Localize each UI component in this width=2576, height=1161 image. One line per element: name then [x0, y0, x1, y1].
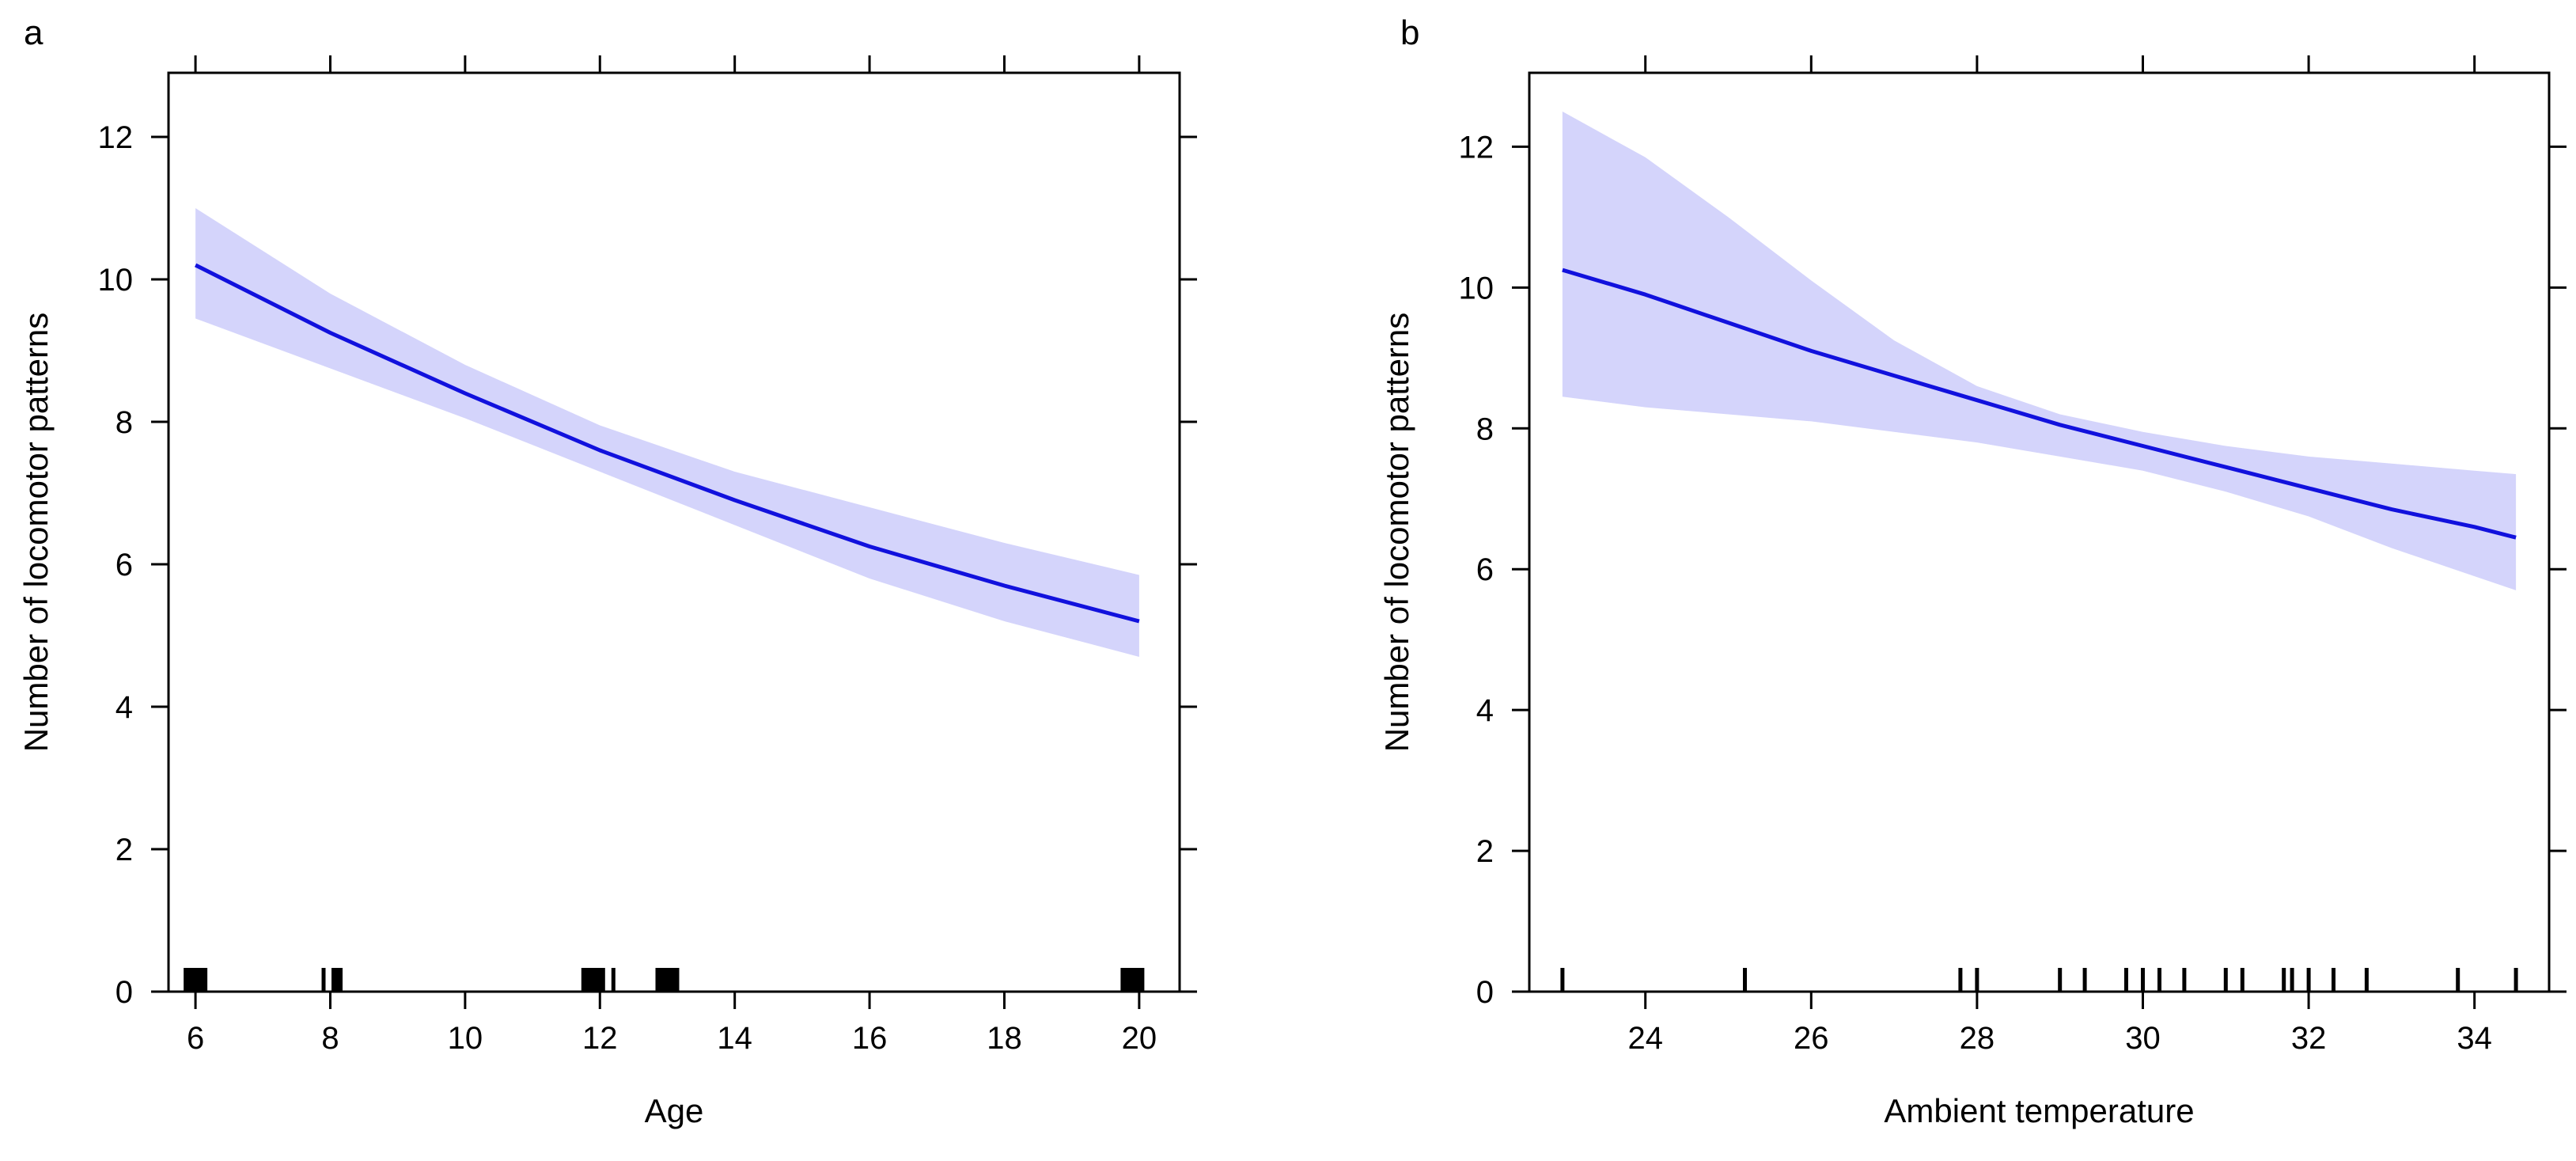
x-axis-title: Ambient temperature: [1884, 1092, 2194, 1129]
rug-mark: [1958, 968, 1963, 992]
rug-mark: [2282, 968, 2286, 992]
y-tick-label: 12: [98, 120, 134, 155]
rug-mark: [2332, 968, 2335, 992]
x-tick-label: 24: [1627, 1021, 1663, 1056]
x-tick-label: 18: [987, 1021, 1022, 1056]
x-tick-label: 28: [1960, 1021, 1995, 1056]
rug-mark: [1120, 968, 1145, 992]
y-tick-label: 6: [1476, 552, 1494, 587]
y-axis-title: Number of locomotor patterns: [17, 313, 55, 753]
x-tick-label: 26: [1794, 1021, 1829, 1056]
fit-line: [194, 263, 1140, 624]
y-tick-label: 10: [1459, 271, 1494, 305]
x-tick-label: 10: [448, 1021, 483, 1056]
y-tick-label: 2: [116, 833, 133, 867]
x-axis-title: Age: [645, 1092, 704, 1129]
y-tick-label: 2: [1476, 834, 1494, 869]
rug-mark: [2058, 968, 2063, 992]
y-tick-label: 4: [116, 690, 133, 725]
panel-a: a 6 8 10 12 14 16 18 20 0 2 4 6 8 10 12 Age Number of loc…: [17, 13, 1197, 1129]
rug-mark: [655, 968, 680, 992]
panel-label: a: [24, 13, 44, 52]
x-tick-label: 20: [1122, 1021, 1157, 1056]
y-tick-label: 6: [116, 548, 133, 582]
y-tick-label: 4: [1476, 693, 1494, 728]
y-tick-label: 8: [116, 405, 133, 440]
rug-mark: [321, 968, 326, 992]
rug-mark: [2240, 968, 2245, 992]
rug-mark: [2290, 968, 2294, 992]
rug-mark: [1560, 968, 1565, 992]
plot-frame: [167, 71, 1181, 993]
y-tick-label: 10: [98, 263, 134, 298]
rug-mark: [2182, 968, 2187, 992]
x-tick-label: 12: [582, 1021, 618, 1056]
rug-mark: [2364, 968, 2369, 992]
y-axis-title: Number of locomotor patterns: [1378, 313, 1415, 753]
rug-mark: [2513, 968, 2518, 992]
rug-mark: [1975, 968, 1979, 992]
rug-mark: [2456, 968, 2460, 992]
y-tick-label: 0: [1476, 975, 1494, 1010]
fit-line: [1562, 267, 2517, 540]
rug-mark: [331, 968, 343, 992]
panel-label: b: [1400, 13, 1419, 52]
y-tick-label: 12: [1459, 130, 1494, 165]
rug-mark: [2306, 968, 2311, 992]
y-tick-label: 0: [116, 975, 133, 1010]
rug-mark: [2082, 968, 2087, 992]
x-tick-label: 6: [187, 1021, 204, 1056]
rug-mark: [2157, 968, 2161, 992]
confidence-band: [195, 208, 1139, 657]
rug-mark: [184, 968, 208, 992]
rug-mark: [2141, 968, 2145, 992]
rug-mark: [1743, 968, 1747, 992]
y-tick-label: 8: [1476, 412, 1494, 446]
confidence-band: [1562, 111, 2517, 590]
x-tick-label: 16: [852, 1021, 888, 1056]
plot-frame: [1528, 71, 2551, 993]
rug-mark: [2223, 968, 2228, 992]
x-tick-label: 32: [2291, 1021, 2327, 1056]
rug-mark: [581, 968, 605, 992]
rug-mark: [2124, 968, 2128, 992]
x-tick-label: 34: [2457, 1021, 2492, 1056]
x-tick-label: 30: [2125, 1021, 2161, 1056]
x-tick-label: 8: [321, 1021, 339, 1056]
x-tick-label: 14: [717, 1021, 752, 1056]
rug-mark: [611, 968, 616, 992]
